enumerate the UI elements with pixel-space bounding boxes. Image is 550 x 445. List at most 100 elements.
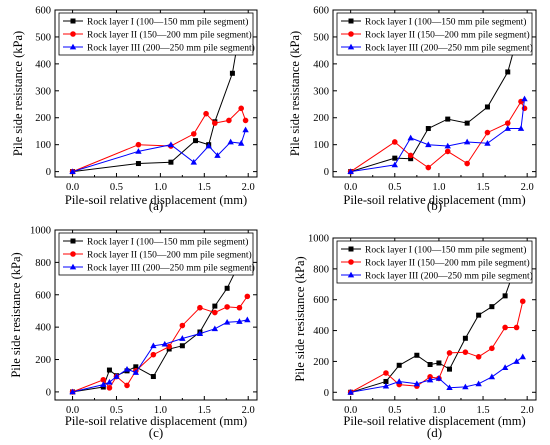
data-point-circle xyxy=(135,141,142,148)
data-point-square xyxy=(476,312,482,318)
legend-label: Rock layer III (200—250 mm pile segment) xyxy=(87,43,255,54)
data-point-circle xyxy=(484,129,491,136)
series-2 xyxy=(347,98,528,175)
data-point-square xyxy=(414,352,420,358)
y-tick-label: 200 xyxy=(313,357,329,368)
data-point-circle xyxy=(391,139,398,145)
data-point-square xyxy=(100,384,106,390)
y-axis-label: Pile side resistance (kPa) xyxy=(11,31,25,156)
data-point-triangle xyxy=(196,330,204,337)
y-tick-label: 400 xyxy=(313,59,329,70)
x-tick-label: 0.0 xyxy=(66,182,79,193)
data-point-triangle xyxy=(223,318,231,325)
legend-label: Rock layer I (100—150 mm pile segment) xyxy=(365,17,526,28)
data-point-circle xyxy=(446,350,453,356)
data-point-square xyxy=(383,378,389,384)
data-point-triangle xyxy=(519,353,526,360)
y-tick-label: 300 xyxy=(313,86,329,97)
data-point-triangle xyxy=(123,365,131,372)
data-point-triangle xyxy=(517,125,525,131)
data-point-triangle xyxy=(236,318,243,324)
series-3 xyxy=(69,126,249,175)
x-tick-label: 0.5 xyxy=(388,405,401,416)
data-point-square xyxy=(489,304,495,310)
legend-marker-triangle xyxy=(347,271,355,278)
data-point-circle xyxy=(407,152,414,159)
y-tick-label: 1000 xyxy=(30,226,51,237)
data-point-triangle xyxy=(100,381,107,388)
y-tick-label: 600 xyxy=(35,290,51,301)
series-3 xyxy=(347,95,528,175)
x-axis-label: Pile-soil relative displacement (mm) xyxy=(343,193,525,207)
data-point-square xyxy=(133,364,139,370)
data-point-triangle xyxy=(347,388,354,395)
y-tick-label: 800 xyxy=(35,258,51,269)
data-point-triangle xyxy=(501,364,509,370)
series-2 xyxy=(69,293,251,395)
legend: Rock layer I (100—150 mm pile segment) Ro… xyxy=(58,232,255,276)
legend-marker-triangle xyxy=(347,43,355,50)
data-point-triangle xyxy=(132,369,139,375)
plot-frame xyxy=(54,9,258,178)
x-tick-label: 1.5 xyxy=(198,182,211,193)
data-point-square xyxy=(212,303,218,309)
data-point-circle xyxy=(179,322,186,329)
series-line xyxy=(72,107,247,173)
legend-box xyxy=(336,12,533,56)
data-point-square xyxy=(229,70,235,76)
y-tick-label: 500 xyxy=(313,32,329,43)
data-point-circle xyxy=(224,304,230,310)
data-point-triangle xyxy=(444,142,451,149)
data-point-square xyxy=(179,343,185,349)
data-point-square xyxy=(502,293,508,299)
data-point-triangle xyxy=(347,168,354,175)
data-point-square xyxy=(135,161,141,167)
data-point-triangle xyxy=(463,138,471,145)
y-tick-label: 600 xyxy=(35,6,51,17)
data-point-square xyxy=(462,335,468,341)
x-tick-label: 0.5 xyxy=(388,182,401,193)
data-point-triangle xyxy=(227,138,234,145)
data-point-square xyxy=(193,138,199,144)
data-point-circle xyxy=(166,343,172,350)
y-axis-label: Pile side resistance (kPa) xyxy=(9,252,23,377)
data-point-square xyxy=(408,156,414,162)
data-point-square xyxy=(392,155,398,161)
data-point-square xyxy=(150,374,156,380)
legend-label: Rock layer III (200—250 mm pile segment) xyxy=(365,271,533,282)
data-point-triangle xyxy=(211,325,219,332)
data-point-triangle xyxy=(135,148,142,154)
panel-label: (b) xyxy=(427,198,442,213)
y-tick-label: 300 xyxy=(35,86,51,97)
plot-frame xyxy=(332,9,537,178)
data-point-triangle xyxy=(382,382,390,389)
x-tick-label: 1.0 xyxy=(432,405,445,416)
data-point-triangle xyxy=(69,388,76,395)
y-tick-label: 400 xyxy=(35,59,51,70)
data-point-circle xyxy=(521,105,528,112)
y-tick-label: 500 xyxy=(35,32,51,43)
data-point-triangle xyxy=(106,378,113,385)
legend-marker-triangle xyxy=(69,263,77,270)
data-point-square xyxy=(445,116,451,122)
y-tick-label: 200 xyxy=(313,113,329,124)
data-point-triangle xyxy=(484,140,491,146)
legend-marker-circle xyxy=(348,259,354,265)
legend-label: Rock layer III (200—250 mm pile segment) xyxy=(87,263,255,274)
data-point-square xyxy=(436,360,442,366)
legend-marker-square xyxy=(70,238,76,244)
y-tick-label: 800 xyxy=(313,264,329,275)
data-point-triangle xyxy=(214,152,221,158)
x-tick-label: 2.0 xyxy=(242,405,255,416)
data-point-circle xyxy=(444,148,451,155)
legend-box xyxy=(58,12,254,56)
data-point-triangle xyxy=(504,125,511,131)
series-3 xyxy=(347,353,526,395)
data-point-circle xyxy=(519,298,526,305)
data-point-square xyxy=(484,104,490,110)
data-point-circle xyxy=(100,376,107,383)
data-point-circle xyxy=(197,304,203,311)
data-point-circle xyxy=(212,120,218,126)
x-tick-label: 0.0 xyxy=(66,405,79,416)
legend-marker-square xyxy=(348,246,354,252)
